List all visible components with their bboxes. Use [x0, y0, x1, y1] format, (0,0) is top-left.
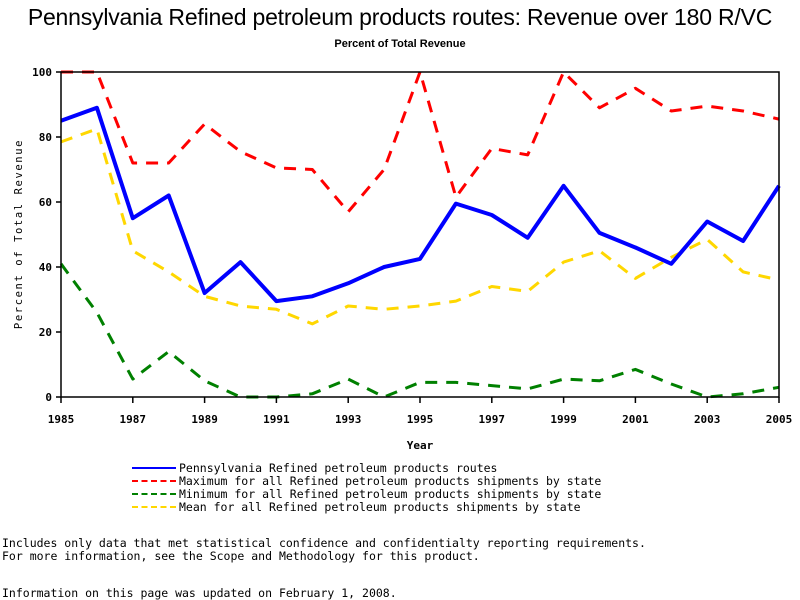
x-tick-label: 1987	[120, 413, 147, 426]
series-line-2	[59, 262, 780, 399]
legend-item: Mean for all Refined petroleum products …	[132, 499, 601, 514]
x-tick-label: 1985	[48, 413, 75, 426]
note-methodology: For more information, see the Scope and …	[2, 549, 480, 563]
plot-frame	[60, 71, 780, 398]
series-layer	[59, 70, 781, 399]
x-tick-label: 2003	[694, 413, 721, 426]
series-line-1	[61, 70, 780, 214]
y-tick-label: 0	[45, 391, 52, 404]
legend-item: Minimum for all Refined petroleum produc…	[132, 486, 602, 501]
legend-item: Maximum for all Refined petroleum produc…	[132, 473, 602, 488]
x-tick-label: 2001	[622, 413, 649, 426]
x-tick-label: 1995	[407, 413, 434, 426]
legend-label: Minimum for all Refined petroleum produc…	[179, 486, 602, 501]
note-updated: Information on this page was updated on …	[2, 586, 397, 600]
note-confidence: Includes only data that met statistical …	[2, 536, 646, 550]
x-tick-label: 1999	[550, 413, 577, 426]
x-axis-label: Year	[407, 439, 434, 452]
x-axis: 1985 1987 1989 1991 1993 1995 1997 1999 2001 2003…	[48, 397, 793, 426]
legend-swatch-dashed-yellow	[132, 505, 176, 508]
x-tick-label: 1989	[191, 413, 218, 426]
x-tick-label: 1991	[263, 413, 290, 426]
y-tick-label: 40	[39, 261, 52, 274]
line-chart: 0 20 40 60 80 100 1985 1987 1989 1991 1993 1995 199…	[13, 66, 793, 452]
chart-legend: Pennsylvania Refined petroleum products …	[132, 460, 602, 514]
legend-swatch-dashed-green	[132, 492, 176, 495]
y-tick-label: 100	[32, 66, 52, 79]
series-line-0	[60, 105, 781, 304]
y-axis: 0 20 40 60 80 100	[32, 66, 61, 404]
x-tick-label: 1997	[479, 413, 506, 426]
x-tick-label: 1993	[335, 413, 362, 426]
y-tick-label: 20	[39, 326, 52, 339]
series-line-3	[60, 127, 780, 326]
legend-swatch-solid-blue	[132, 466, 176, 469]
y-tick-label: 80	[39, 131, 52, 144]
chart-subtitle: Percent of Total Revenue	[334, 38, 466, 50]
legend-item: Pennsylvania Refined petroleum products …	[132, 460, 601, 475]
legend-label: Maximum for all Refined petroleum produc…	[179, 473, 602, 488]
legend-label: Mean for all Refined petroleum products …	[179, 499, 581, 514]
chart-title: Pennsylvania Refined petroleum products …	[27, 4, 773, 30]
y-axis-label: Percent of Total Revenue	[13, 139, 25, 329]
y-tick-label: 60	[39, 196, 52, 209]
x-tick-label: 2005	[766, 413, 793, 426]
legend-swatch-dashed-red	[132, 479, 176, 482]
legend-label: Pennsylvania Refined petroleum products …	[179, 460, 498, 475]
